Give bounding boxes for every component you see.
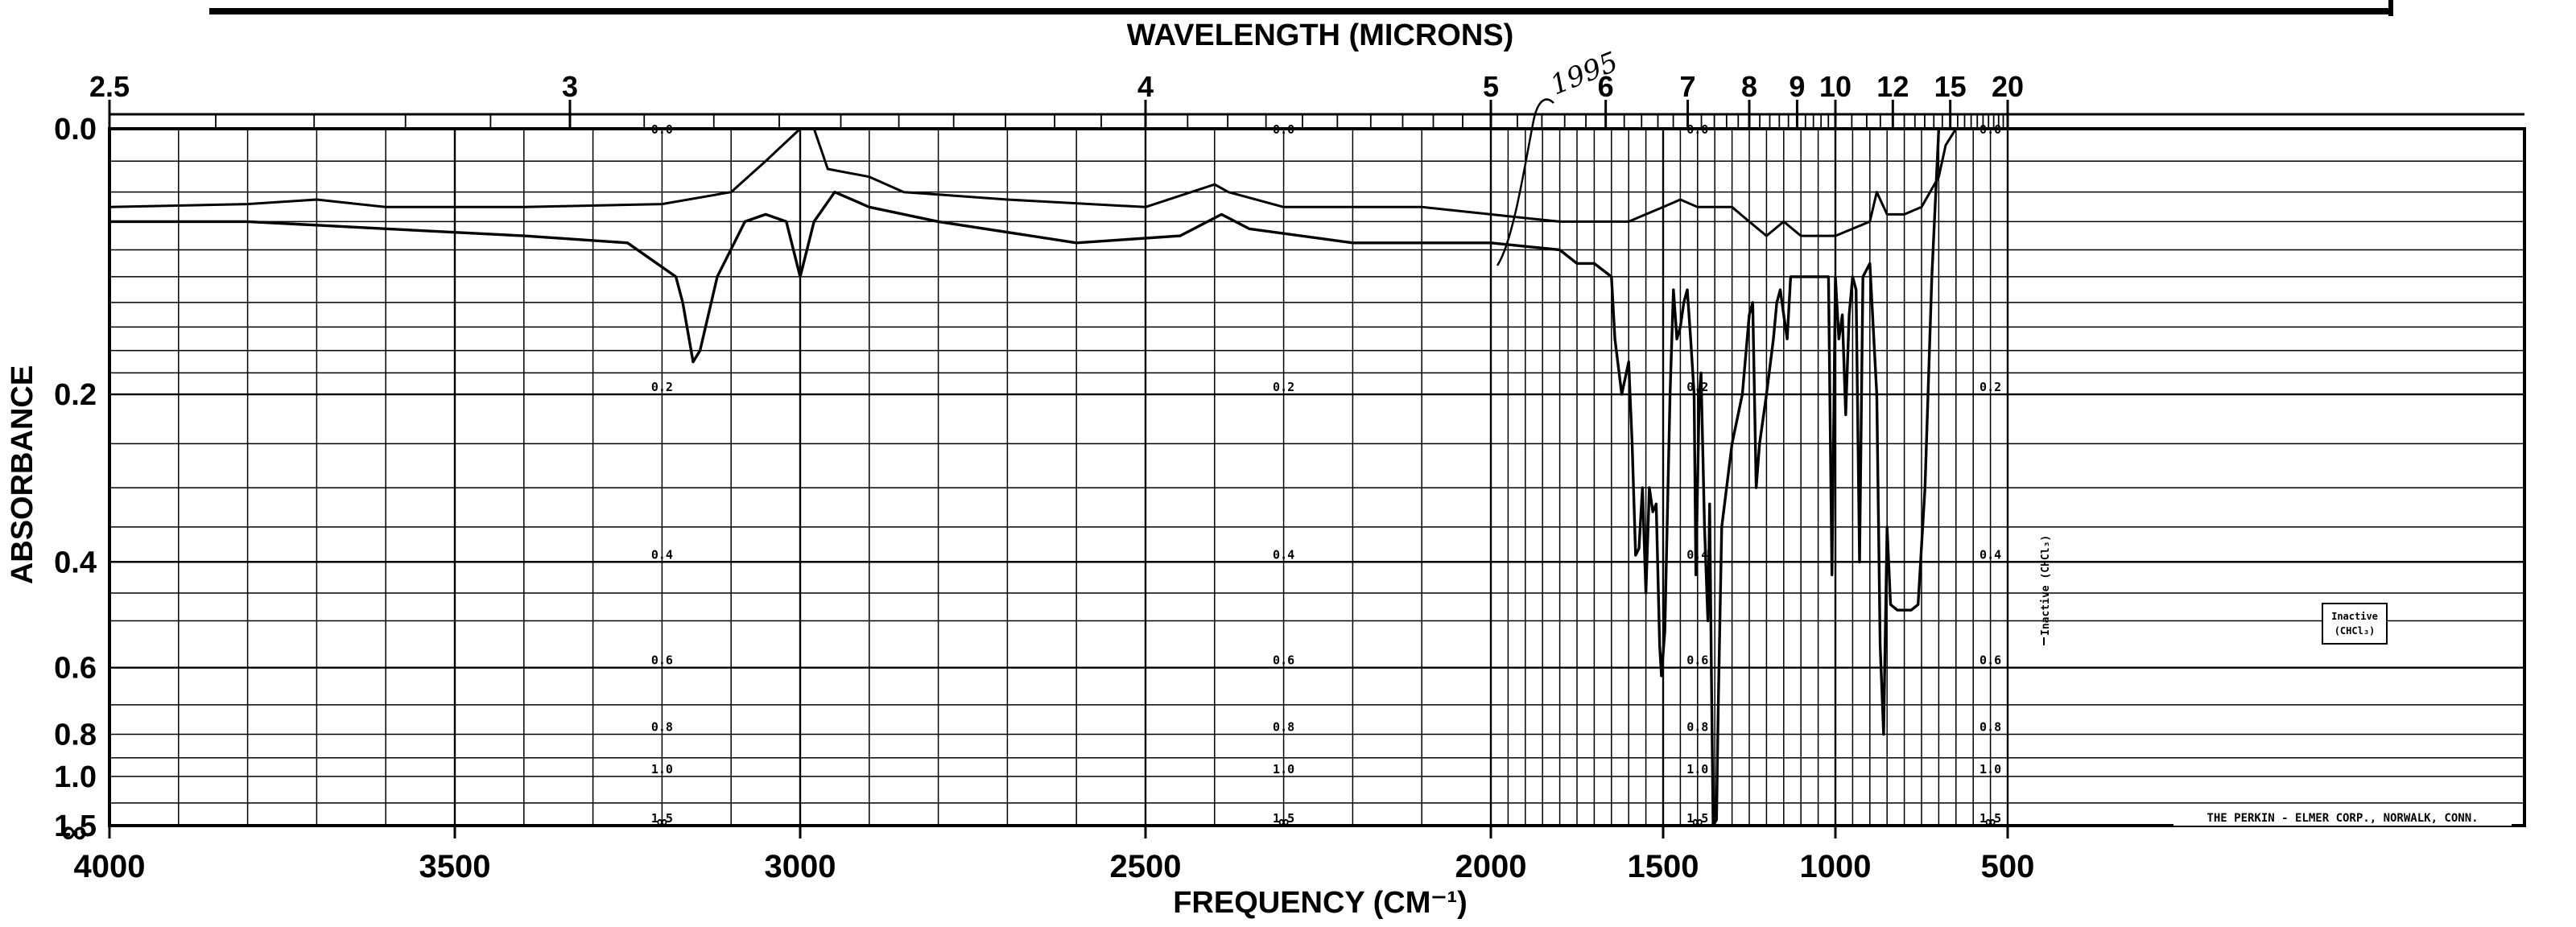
absorbance-tick-label: 0.2 [54, 378, 97, 412]
frequency-ticks: 4000 3500 3000 2500 2000 1500 1000 500 [74, 826, 2035, 884]
inner-scale-label: 1.0 [1979, 762, 2001, 777]
infinity-symbol: ∞ [61, 812, 86, 851]
wavelength-tick-label: 2.5 [89, 70, 130, 103]
inner-scale-label: 0.8 [1686, 720, 1708, 735]
wavelength-ticks: 2.5 3 4 5 6 7 8 9 10 12 15 20 [89, 70, 2024, 129]
inactive-box-line2: (CHCl₃) [2334, 625, 2376, 637]
inner-scale-label: 0.2 [1686, 380, 1708, 394]
inner-scale-label: 0.0 [1273, 122, 1294, 137]
chart-frame [108, 113, 2526, 827]
inner-scale-label: 0.8 [651, 720, 673, 735]
inner-scale-label: 0.0 [1979, 122, 2001, 137]
maker-label: THE PERKIN - ELMER CORP., NORWALK, CONN. [2207, 812, 2478, 825]
top-border-bar [209, 0, 2393, 16]
wavelength-tick-label: 6 [1598, 70, 1614, 103]
frequency-tick-label: 4000 [74, 849, 146, 884]
inner-scale-label: 0.8 [1273, 720, 1294, 735]
absorbance-ticks: 0.0 0.2 0.4 0.6 0.8 1.0 1.5 [54, 113, 97, 843]
inner-scale-label: 0.2 [1979, 380, 2001, 394]
absorbance-tick-label: 1.0 [54, 760, 97, 794]
wavelength-tick-label: 8 [1741, 70, 1757, 103]
inner-scale-label: 0.8 [1979, 720, 2001, 735]
inner-scale-label: 1.5 [651, 811, 673, 826]
inner-scale-label: 0.2 [651, 380, 673, 394]
inner-scale-label: 1.0 [1686, 762, 1708, 777]
inner-scale-label: 1.5 [1979, 811, 2001, 826]
inner-scale-infinity: ∞ [1279, 812, 1289, 831]
inactive-box-line1: Inactive [2331, 611, 2378, 622]
frequency-tick-label: 1500 [1628, 849, 1699, 884]
inner-scale-label: 0.4 [651, 547, 673, 562]
inner-scale-label: 1.0 [1273, 762, 1294, 777]
spectrum-series-1 [109, 127, 1958, 237]
inactive-vertical-label: Inactive (CHCl₃) [2040, 535, 2052, 636]
wavelength-tick-label: 4 [1137, 70, 1154, 103]
maker-label-group: THE PERKIN - ELMER CORP., NORWALK, CONN. [2174, 808, 2512, 826]
plot-border [108, 127, 2526, 827]
inner-scale-infinity: ∞ [1986, 812, 1996, 831]
inner-scale-label: 0.0 [1686, 122, 1708, 137]
spectrum-series-2 [109, 127, 1942, 827]
wavelength-tick-label: 12 [1876, 70, 1909, 103]
inner-scale-label: 0.4 [1979, 547, 2001, 562]
y-axis-title: ABSORBANCE [6, 365, 39, 584]
inner-absorbance-scales: 0.00.20.40.60.81.01.5∞0.00.20.40.60.81.0… [651, 122, 2001, 831]
inactive-box: Inactive (CHCl₃) [2322, 603, 2388, 645]
chart-grid [108, 128, 2524, 826]
wavelength-tick-label: 10 [1819, 70, 1852, 103]
inner-scale-label: 0.6 [651, 653, 673, 668]
frequency-tick-label: 2000 [1455, 849, 1527, 884]
absorbance-tick-label: 0.6 [54, 652, 97, 686]
wavelength-tick-label: 5 [1483, 70, 1499, 103]
inner-scale-label: 1.5 [1686, 811, 1708, 826]
frequency-tick-label: 3500 [419, 849, 491, 884]
inner-scale-label: 0.6 [1979, 653, 2001, 668]
bottom-axis-title: FREQUENCY (CM⁻¹) [1173, 886, 1468, 920]
absorbance-tick-label: 0.4 [54, 546, 97, 579]
spectrum-traces [109, 127, 1958, 827]
wavelength-tick-label: 20 [1992, 70, 2024, 103]
absorbance-tick-label: 0.0 [54, 113, 97, 146]
frequency-tick-label: 2500 [1110, 849, 1182, 884]
absorbance-tick-label: 1.5 [54, 810, 97, 843]
inner-scale-label: 0.2 [1273, 380, 1294, 394]
frequency-tick-label: 3000 [765, 849, 836, 884]
inner-scale-label: 1.0 [651, 762, 673, 777]
inner-scale-label: 0.4 [1273, 547, 1294, 562]
absorbance-tick-label: 0.8 [54, 719, 97, 752]
inner-scale-label: 0.0 [651, 122, 673, 137]
inner-scale-infinity: ∞ [1693, 812, 1703, 831]
wavelength-tick-label: 7 [1680, 70, 1696, 103]
frequency-tick-label: 500 [1981, 849, 2035, 884]
inner-scale-label: 0.6 [1273, 653, 1294, 668]
top-axis-title: WAVELENGTH (MICRONS) [1127, 19, 1514, 52]
frequency-tick-label: 1000 [1800, 849, 1872, 884]
wavelength-tick-label: 9 [1789, 70, 1805, 103]
inner-scale-label: 0.6 [1686, 653, 1708, 668]
inner-scale-infinity: ∞ [657, 812, 667, 831]
wavelength-tick-label: 15 [1934, 70, 1967, 103]
inner-scale-label: 1.5 [1273, 811, 1294, 826]
wavelength-tick-label: 3 [562, 70, 578, 103]
